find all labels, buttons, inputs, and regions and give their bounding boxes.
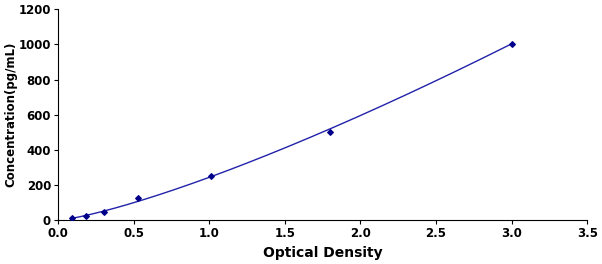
Y-axis label: Concentration(pg/mL): Concentration(pg/mL)	[4, 42, 17, 187]
X-axis label: Optical Density: Optical Density	[263, 246, 382, 260]
